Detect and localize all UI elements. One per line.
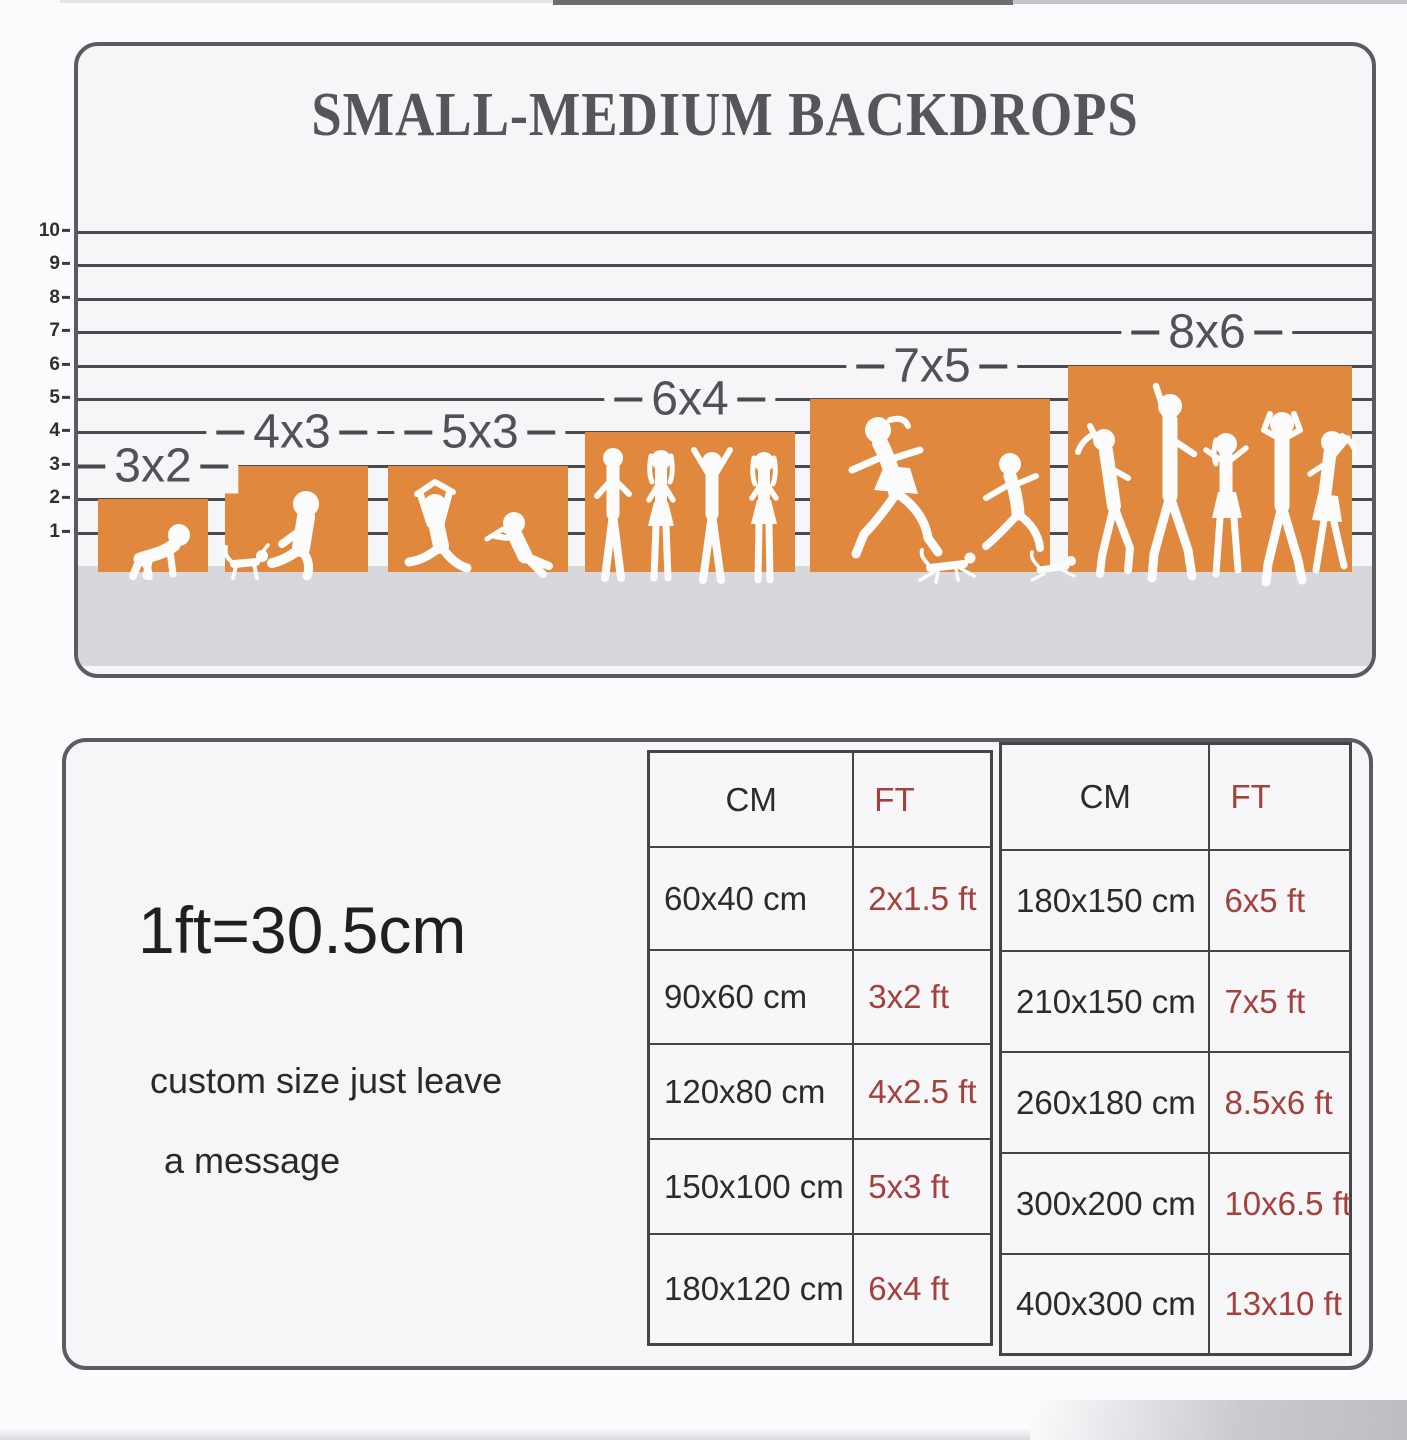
bar-label-5x3: 5x3 <box>394 404 566 460</box>
gridline-9 <box>78 264 1372 267</box>
column-header-cm: CM <box>1079 778 1131 815</box>
y-axis-tick-7: 7 <box>34 320 70 342</box>
table-cell-ft: 2x1.5 ft <box>852 846 990 949</box>
table-cell-ft: 8.5x6 ft <box>1208 1051 1349 1152</box>
backdrop-size-chart-panel: SMALL-MEDIUM BACKDROPS 3x2 4x3 5x3 6x4 7… <box>74 42 1376 678</box>
table-cell-cm: 180x150 cm <box>1002 849 1209 950</box>
table-cell-ft: 3x2 ft <box>852 949 990 1043</box>
conversion-table-medium: CM FT 180x150 cm 6x5 ft 210x150 cm 7x5 f… <box>999 742 1352 1356</box>
table-cell-ft: 13x10 ft <box>1208 1253 1349 1353</box>
chart-title: SMALL-MEDIUM BACKDROPS <box>311 81 1139 149</box>
table-cell-cm: 180x120 cm <box>650 1233 853 1343</box>
table-cell-ft: 4x2.5 ft <box>852 1043 990 1138</box>
bar-label-text: 7x5 <box>893 339 971 393</box>
label-dash <box>527 430 556 434</box>
y-axis-tick-9: 9 <box>34 253 70 275</box>
table-cell-cm: 60x40 cm <box>650 846 853 949</box>
custom-size-note-line1: custom size just leave <box>150 1060 503 1101</box>
toddler-and-dog-icon <box>220 486 355 582</box>
page-bottom-shadow <box>0 1428 1030 1440</box>
children-standing-icon <box>590 444 792 584</box>
custom-size-note-line2: a message <box>164 1140 341 1181</box>
size-conversion-panel: 1ft=30.5cm custom size just leave a mess… <box>62 738 1373 1370</box>
table-cell-cm: 260x180 cm <box>1002 1051 1209 1152</box>
page-bottom-shadow <box>1030 1400 1407 1440</box>
bar-label-text: 4x3 <box>253 405 331 459</box>
bar-5x3 <box>388 466 568 572</box>
gridline-6 <box>78 365 1372 368</box>
y-axis-tick-5: 5 <box>34 387 70 409</box>
y-axis-tick-3: 3 <box>34 454 70 476</box>
y-axis-tick-8: 8 <box>34 287 70 309</box>
ground-strip <box>78 566 1372 666</box>
label-dash <box>404 430 433 434</box>
bar-label-6x4: 6x4 <box>604 371 776 427</box>
torn-edge-artifact <box>553 0 1013 5</box>
table-cell-ft: 5x3 ft <box>852 1138 990 1233</box>
label-dash <box>979 364 1008 368</box>
table-cell-ft: 7x5 ft <box>1208 950 1349 1051</box>
label-dash <box>200 464 229 468</box>
bar-label-text: 3x2 <box>114 439 192 493</box>
table-cell-cm: 150x100 cm <box>650 1138 853 1233</box>
torn-edge-artifact <box>60 0 553 3</box>
teens-dancing-icon <box>1068 380 1356 588</box>
label-dash <box>1254 330 1283 334</box>
bar-label-8x6: 8x6 <box>1121 304 1293 360</box>
label-dash <box>339 430 368 434</box>
column-header-ft: FT <box>852 753 990 846</box>
label-dash <box>216 430 245 434</box>
column-header-ft: FT <box>1208 745 1349 849</box>
label-dash <box>856 364 885 368</box>
kids-running-dogs-icon <box>824 408 1080 586</box>
y-axis-tick-10: 10 <box>34 220 70 242</box>
table-cell-cm: 300x200 cm <box>1002 1152 1209 1253</box>
table-cell-ft: 6x4 ft <box>852 1233 990 1343</box>
gridline-8 <box>78 298 1372 301</box>
label-dash <box>1131 330 1160 334</box>
bar-label-text: 5x3 <box>441 405 519 459</box>
conversion-table-small: CM FT 60x40 cm 2x1.5 ft 90x60 cm 3x2 ft … <box>647 750 993 1346</box>
table-cell-ft: 6x5 ft <box>1208 849 1349 950</box>
table-cell-cm: 120x80 cm <box>650 1043 853 1138</box>
label-dash <box>614 397 643 401</box>
gridline-7 <box>78 331 1372 334</box>
y-axis-tick-1: 1 <box>34 521 70 543</box>
column-header-cm: CM <box>725 780 777 818</box>
y-axis-tick-4: 4 <box>34 420 70 442</box>
bar-label-text: 8x6 <box>1168 305 1246 359</box>
y-axis-tick-2: 2 <box>34 487 70 509</box>
label-dash <box>78 464 106 468</box>
bar-label-7x5: 7x5 <box>846 338 1018 394</box>
table-cell-cm: 210x150 cm <box>1002 950 1209 1051</box>
table-cell-cm: 400x300 cm <box>1002 1253 1209 1353</box>
y-axis-tick-6: 6 <box>34 354 70 376</box>
label-dash <box>737 397 766 401</box>
table-cell-cm: 90x60 cm <box>650 949 853 1043</box>
bar-label-text: 6x4 <box>651 372 729 426</box>
crawling-baby-icon <box>122 520 198 580</box>
kids-reading-icon <box>393 476 565 582</box>
table-cell-ft: 10x6.5 ft <box>1208 1152 1351 1253</box>
gridline-10 <box>78 231 1372 234</box>
bar-label-4x3: 4x3 <box>206 404 378 460</box>
torn-edge-artifact <box>1013 0 1407 4</box>
ft-cm-equivalence-note: 1ft=30.5cm <box>138 893 467 967</box>
